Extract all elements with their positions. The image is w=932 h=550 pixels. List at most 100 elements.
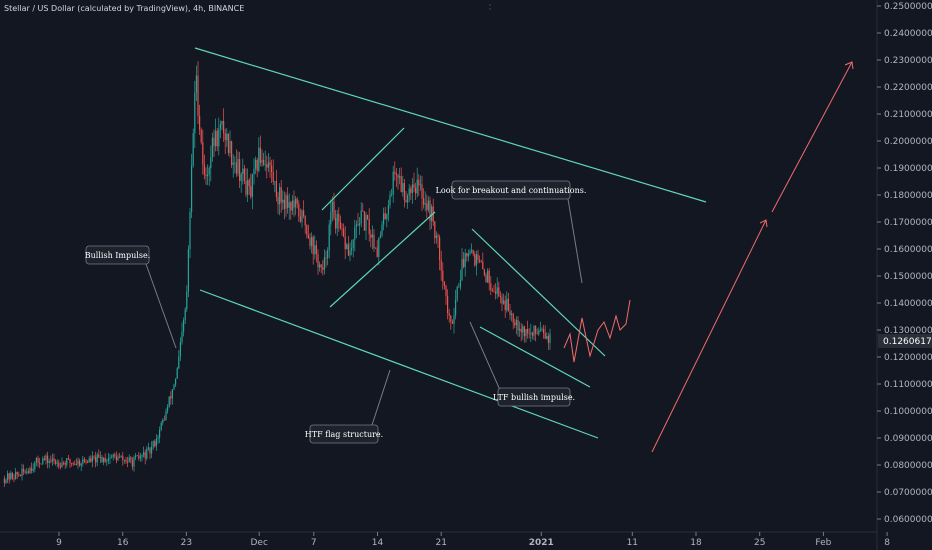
candle-body	[95, 456, 97, 463]
candle-body	[483, 269, 485, 276]
candle	[187, 245, 189, 297]
candle-body	[339, 221, 341, 229]
candle-body	[207, 174, 209, 177]
candle	[338, 207, 340, 232]
candle	[418, 174, 420, 196]
candle	[59, 462, 61, 470]
candle	[56, 459, 58, 468]
candle-body	[37, 458, 39, 463]
candle-body	[171, 389, 173, 399]
candle-body	[160, 422, 162, 430]
candle	[115, 451, 117, 464]
candle	[40, 463, 42, 465]
bear-flag-upper-line[interactable]	[321, 127, 405, 211]
candle	[82, 455, 84, 467]
ltf-impulse-box[interactable]	[497, 387, 571, 407]
candle-body	[135, 455, 137, 458]
candle-body	[535, 325, 537, 334]
htf-flag-pointer	[371, 369, 391, 426]
candle-body	[227, 133, 229, 153]
candle-body	[186, 291, 188, 310]
time-axis[interactable]: 9 16 23 Dec 7 14 21 2021 11 18 25 Feb 8	[56, 532, 890, 548]
candle	[427, 196, 429, 213]
candle	[403, 179, 405, 208]
bullish-impulse-box[interactable]	[85, 245, 150, 265]
candle	[99, 451, 101, 464]
falling-wedge-lower-line[interactable]	[479, 326, 591, 388]
candle-body	[346, 244, 348, 250]
candle	[195, 65, 197, 101]
candle	[143, 446, 145, 458]
candle	[175, 378, 177, 387]
candle-body	[11, 472, 13, 479]
breakout-note-box[interactable]	[451, 180, 571, 200]
candle	[347, 235, 349, 257]
candle-body	[274, 181, 276, 182]
candle-body	[179, 342, 181, 357]
candle	[411, 178, 413, 204]
candle	[210, 145, 212, 182]
candle	[482, 252, 484, 270]
candle-body	[133, 457, 135, 467]
candle-body	[130, 457, 132, 460]
candle-body	[395, 173, 397, 176]
candle-body	[24, 471, 26, 473]
candle	[117, 453, 119, 461]
candle	[256, 157, 258, 178]
candle	[415, 182, 417, 200]
candle-body	[99, 457, 101, 458]
candle	[88, 455, 90, 463]
candle	[335, 210, 337, 234]
candle	[135, 452, 137, 461]
candle-body	[344, 236, 346, 250]
htf-upper-trendline[interactable]	[194, 47, 707, 203]
candle	[34, 461, 36, 473]
htf-flag-box[interactable]	[309, 424, 379, 444]
htf-lower-trendline[interactable]	[199, 289, 599, 439]
candle-body	[71, 463, 73, 465]
candle	[247, 168, 249, 202]
candle-body	[221, 121, 223, 125]
candle	[437, 233, 439, 248]
candle-body	[387, 205, 389, 215]
candle	[531, 331, 533, 340]
candle	[384, 207, 386, 220]
candle-body	[530, 332, 532, 334]
candle	[392, 165, 394, 203]
candle-body	[282, 199, 284, 203]
candle	[197, 61, 199, 125]
candle	[285, 192, 287, 217]
candle-body	[303, 210, 305, 217]
candle	[528, 327, 530, 339]
candle-body	[53, 458, 55, 462]
candle	[319, 261, 321, 272]
candle-body	[442, 270, 444, 282]
candle-body	[507, 298, 509, 312]
candle-body	[155, 438, 157, 447]
candle	[506, 291, 508, 313]
candle	[450, 314, 452, 330]
candle-body	[82, 459, 84, 464]
candle	[400, 167, 402, 193]
candle-body	[474, 254, 476, 266]
candle	[339, 215, 341, 230]
falling-wedge-upper-line[interactable]	[471, 228, 606, 357]
bear-flag-lower-line[interactable]	[329, 211, 436, 308]
candle-body	[80, 463, 82, 466]
candle-body	[149, 447, 151, 454]
candle-body	[213, 137, 215, 147]
candle	[229, 130, 231, 158]
candle	[72, 461, 74, 467]
candle	[47, 451, 49, 469]
ltf-impulse-pointer	[469, 321, 501, 391]
candle-body	[288, 202, 290, 208]
candle	[275, 169, 277, 202]
candle-body	[367, 215, 369, 220]
candle-body	[325, 257, 327, 259]
candle	[408, 184, 410, 203]
candle	[155, 434, 157, 451]
candle-body	[90, 458, 92, 462]
candle-body	[122, 456, 124, 461]
